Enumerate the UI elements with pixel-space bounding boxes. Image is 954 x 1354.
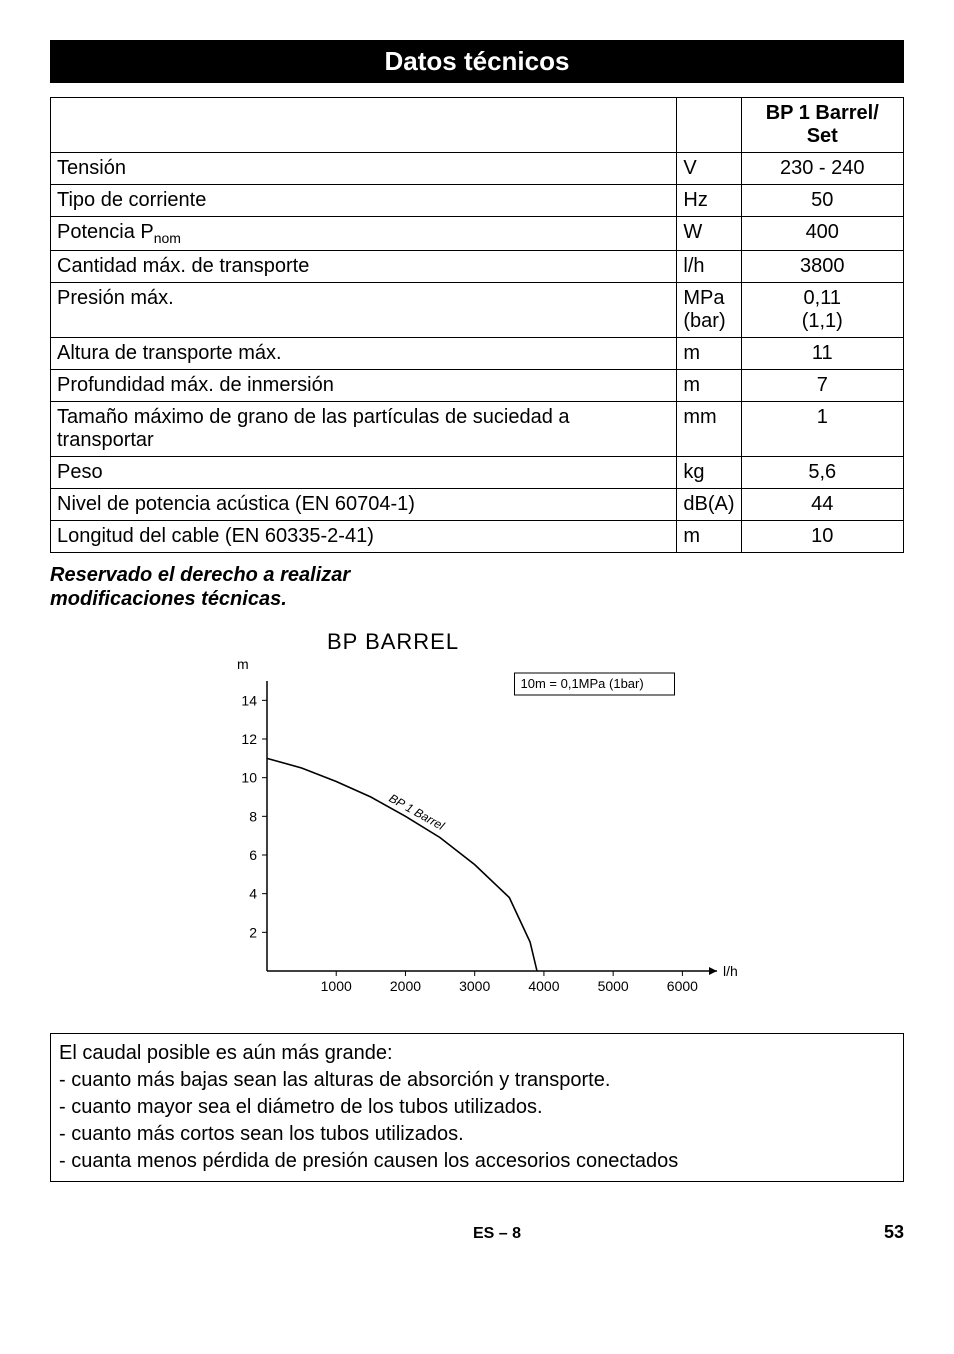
svg-text:14: 14 (241, 692, 257, 708)
svg-text:2: 2 (249, 924, 257, 940)
spec-label: Nivel de potencia acústica (EN 60704-1) (51, 489, 677, 521)
svg-text:BP 1 Barrel: BP 1 Barrel (387, 791, 447, 833)
table-header-value: BP 1 Barrel/ Set (741, 98, 903, 153)
flow-info-box: El caudal posible es aún más grande: - c… (50, 1033, 904, 1182)
table-row: Potencia PnomW400 (51, 217, 904, 251)
spec-unit: m (677, 521, 741, 553)
spec-value: 3800 (741, 251, 903, 283)
spec-label: Tensión (51, 153, 677, 185)
table-row: Tipo de corrienteHz50 (51, 185, 904, 217)
spec-label: Potencia Pnom (51, 217, 677, 251)
svg-text:3000: 3000 (459, 978, 490, 994)
spec-unit: mm (677, 402, 741, 457)
info-intro: El caudal posible es aún más grande: (59, 1040, 895, 1067)
spec-unit: m (677, 338, 741, 370)
footer-page-number: 53 (884, 1222, 904, 1243)
svg-text:10m = 0,1MPa (1bar): 10m = 0,1MPa (1bar) (521, 676, 644, 691)
info-item: - cuanta menos pérdida de presión causen… (59, 1148, 895, 1175)
spec-value: 230 - 240 (741, 153, 903, 185)
info-item: - cuanto más bajas sean las alturas de a… (59, 1067, 895, 1094)
spec-value: 0,11(1,1) (741, 283, 903, 338)
spec-label: Profundidad máx. de inmersión (51, 370, 677, 402)
spec-label: Cantidad máx. de transporte (51, 251, 677, 283)
chart-container: BP BARREL 10m = 0,1MPa (1bar) 2 4 6 8 10 12 14 m 1… (50, 621, 904, 1027)
svg-text:6000: 6000 (667, 978, 698, 994)
spec-label: Presión máx. (51, 283, 677, 338)
table-row: TensiónV230 - 240 (51, 153, 904, 185)
svg-text:m: m (237, 656, 249, 672)
svg-text:12: 12 (241, 731, 257, 747)
svg-text:BP BARREL: BP BARREL (327, 629, 459, 654)
info-item: - cuanto mayor sea el diámetro de los tu… (59, 1094, 895, 1121)
table-header-unit (677, 98, 741, 153)
table-header-blank (51, 98, 677, 153)
spec-unit: V (677, 153, 741, 185)
svg-text:6: 6 (249, 847, 257, 863)
table-row: Altura de transporte máx.m11 (51, 338, 904, 370)
svg-text:2000: 2000 (390, 978, 421, 994)
table-row: Nivel de potencia acústica (EN 60704-1)d… (51, 489, 904, 521)
svg-text:5000: 5000 (598, 978, 629, 994)
svg-text:1000: 1000 (321, 978, 352, 994)
footer-center: ES – 8 (110, 1225, 884, 1243)
table-row: Longitud del cable (EN 60335-2-41)m10 (51, 521, 904, 553)
spec-unit: kg (677, 457, 741, 489)
table-row: Tamaño máximo de grano de las partículas… (51, 402, 904, 457)
spec-label: Tamaño máximo de grano de las partículas… (51, 402, 677, 457)
spec-unit: m (677, 370, 741, 402)
spec-unit: l/h (677, 251, 741, 283)
spec-label: Altura de transporte máx. (51, 338, 677, 370)
pump-curve-chart: BP BARREL 10m = 0,1MPa (1bar) 2 4 6 8 10 12 14 m 1… (197, 621, 757, 1021)
spec-table: BP 1 Barrel/ Set TensiónV230 - 240Tipo d… (50, 97, 904, 553)
spec-value: 11 (741, 338, 903, 370)
table-row: Presión máx.MPa(bar)0,11(1,1) (51, 283, 904, 338)
table-row: Cantidad máx. de transportel/h3800 (51, 251, 904, 283)
section-title: Datos técnicos (50, 40, 904, 83)
spec-unit: MPa(bar) (677, 283, 741, 338)
spec-unit: dB(A) (677, 489, 741, 521)
modification-note: Reservado el derecho a realizar modifica… (50, 563, 470, 611)
svg-text:4: 4 (249, 886, 257, 902)
svg-text:8: 8 (249, 808, 257, 824)
spec-value: 400 (741, 217, 903, 251)
page-footer: ES – 8 53 (50, 1222, 904, 1243)
spec-value: 44 (741, 489, 903, 521)
info-item: - cuanto más cortos sean los tubos utili… (59, 1121, 895, 1148)
spec-label: Peso (51, 457, 677, 489)
table-row: Pesokg5,6 (51, 457, 904, 489)
spec-value: 50 (741, 185, 903, 217)
svg-text:l/h: l/h (723, 963, 738, 979)
svg-text:10: 10 (241, 770, 257, 786)
svg-text:4000: 4000 (528, 978, 559, 994)
spec-value: 7 (741, 370, 903, 402)
spec-unit: W (677, 217, 741, 251)
spec-value: 1 (741, 402, 903, 457)
spec-value: 5,6 (741, 457, 903, 489)
spec-label: Longitud del cable (EN 60335-2-41) (51, 521, 677, 553)
table-row: Profundidad máx. de inmersiónm7 (51, 370, 904, 402)
spec-label: Tipo de corriente (51, 185, 677, 217)
spec-value: 10 (741, 521, 903, 553)
spec-unit: Hz (677, 185, 741, 217)
